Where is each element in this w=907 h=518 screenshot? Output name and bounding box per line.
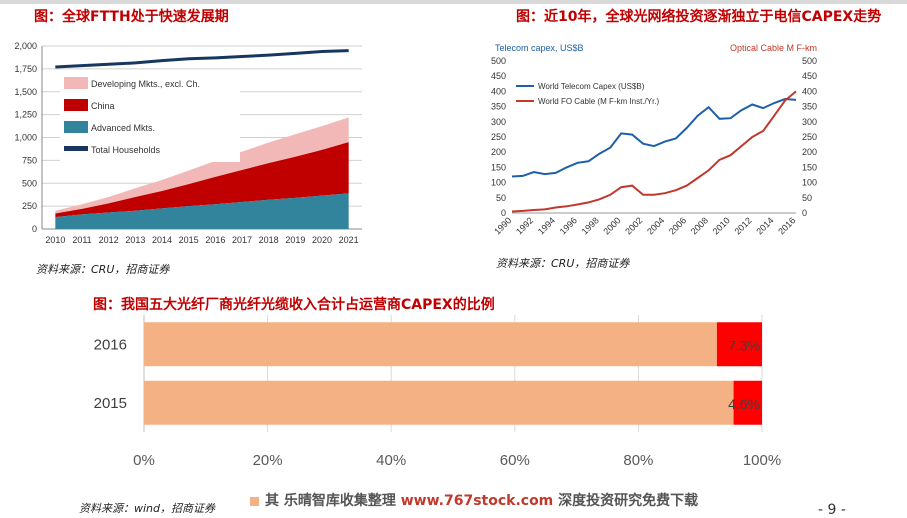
y-tick-label: 1,500 [14, 87, 37, 97]
x-tick-label: 20% [253, 452, 283, 469]
fo-cable-line [511, 90, 797, 213]
right-tick-label: 200 [802, 147, 817, 157]
x-tick-label: 2016 [205, 235, 225, 245]
x-tick-label: 40% [376, 452, 406, 469]
left-tick-label: 50 [496, 193, 506, 203]
right-tick-label: 450 [802, 71, 817, 81]
advanced-markets-area [55, 193, 349, 229]
share-bar-base [144, 380, 734, 425]
x-tick-label: 2020 [312, 235, 332, 245]
left-tick-label: 350 [491, 102, 506, 112]
page-number: - 9 - [818, 502, 846, 518]
ftth-chart-title: 图：全球FTTH处于快速发展期 [34, 9, 229, 25]
x-tick-label: 2012 [99, 235, 119, 245]
x-tick-label: 2017 [232, 235, 252, 245]
capex-chart-title: 图：近10年，全球光网络投资逐渐独立于电信CAPEX走势 [516, 9, 882, 25]
x-tick-label: 0% [133, 452, 155, 469]
x-tick-label: 2010 [45, 235, 65, 245]
share-bar-ratio [733, 380, 762, 425]
right-tick-label: 50 [802, 193, 812, 203]
ratio-data-label: 4.6% [728, 396, 760, 412]
left-tick-label: 250 [491, 132, 506, 142]
ratio-data-label: 7.3% [728, 337, 760, 353]
right-tick-label: 500 [802, 56, 817, 66]
y-tick-label: 0 [32, 224, 37, 234]
x-tick-label: 60% [500, 452, 530, 469]
right-tick-label: 300 [802, 117, 817, 127]
y-tick-label: 2,000 [14, 41, 37, 51]
x-tick-label: 2015 [179, 235, 199, 245]
telecom-capex-line [511, 97, 797, 178]
ratio-source: 资料来源：wind，招商证券 [79, 502, 216, 515]
left-axis-label: Telecom capex, US$B [495, 43, 584, 53]
right-tick-label: 150 [802, 162, 817, 172]
left-tick-label: 400 [491, 86, 506, 96]
watermark-text: 乐晴智库收集整理 [283, 493, 396, 509]
watermark: 其 乐晴智库收集整理 www.767stock.com 深度投资研究免费下载 [250, 490, 698, 510]
left-tick-label: 200 [491, 147, 506, 157]
legend-developing-swatch [64, 77, 88, 89]
y-tick-label: 1,250 [14, 110, 37, 120]
legend-china-label: China [91, 101, 115, 111]
y-tick-label: 500 [22, 178, 37, 188]
share-bar-ratio [716, 322, 762, 367]
legend-households-label: Total Households [91, 145, 161, 155]
right-tick-label: 350 [802, 102, 817, 112]
fo-cable-line-legend-label: World FO Cable (M F-km Inst./Yr.) [538, 97, 660, 106]
watermark-tail: 深度投资研究免费下载 [558, 493, 699, 509]
left-tick-label: 450 [491, 71, 506, 81]
capex-source: 资料来源：CRU，招商证券 [496, 257, 630, 270]
right-axis-label: Optical Cable M F-km [730, 43, 817, 53]
telecom-capex-line-legend-label: World Telecom Capex (US$B) [538, 82, 645, 91]
category-label: 2015 [94, 395, 127, 412]
ftth-source: 资料来源：CRU，招商证券 [36, 263, 170, 276]
right-tick-label: 400 [802, 86, 817, 96]
share-bar-base [144, 322, 717, 367]
developing-markets-area [55, 117, 349, 214]
right-tick-label: 100 [802, 178, 817, 188]
x-tick-label: 2014 [152, 235, 172, 245]
left-tick-label: 100 [491, 178, 506, 188]
left-tick-label: 150 [491, 162, 506, 172]
legend-households-swatch [64, 146, 88, 151]
top-divider [0, 0, 907, 4]
x-tick-label: 2011 [72, 235, 91, 245]
x-tick-label: 2013 [125, 235, 145, 245]
x-tick-label: 80% [623, 452, 653, 469]
right-tick-label: 0 [802, 208, 807, 218]
watermark-url: www.767stock.com [400, 493, 554, 509]
legend-advanced-label: Advanced Mkts. [91, 123, 155, 133]
y-tick-label: 250 [22, 201, 37, 211]
legend-box [60, 72, 240, 162]
legend-label: 其 [265, 493, 279, 509]
x-tick-label: 2019 [285, 235, 305, 245]
legend-china-swatch [64, 99, 88, 111]
y-tick-label: 750 [22, 155, 37, 165]
category-label: 2016 [94, 336, 127, 353]
y-tick-label: 1,750 [14, 64, 37, 74]
right-tick-label: 250 [802, 132, 817, 142]
x-tick-label: 2018 [259, 235, 279, 245]
legend-developing-label: Developing Mkts., excl. Ch. [91, 79, 200, 89]
x-tick-label: 2021 [339, 235, 359, 245]
legend-advanced-swatch [64, 121, 88, 133]
left-tick-label: 0 [501, 208, 506, 218]
left-tick-label: 500 [491, 56, 506, 66]
legend-swatch [250, 496, 259, 506]
y-tick-label: 1,000 [14, 133, 37, 143]
ratio-chart-title: 图：我国五大光纤厂商光纤光缆收入合计占运营商CAPEX的比例 [93, 297, 495, 313]
china-area [55, 142, 349, 218]
x-tick-label: 100% [743, 452, 781, 469]
total-households-line [55, 49, 349, 69]
left-tick-label: 300 [491, 117, 506, 127]
